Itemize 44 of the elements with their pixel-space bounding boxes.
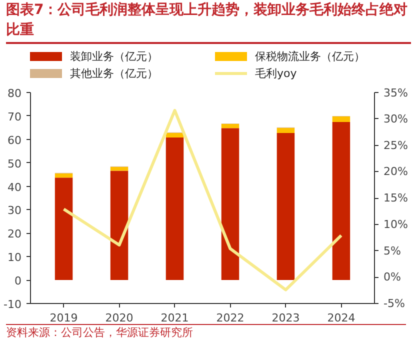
y2-tick-label: 15%	[384, 192, 408, 204]
bar	[276, 128, 295, 134]
y2-tick-label: 20%	[384, 165, 408, 178]
y2-tick-label: 30%	[384, 112, 408, 126]
y2-tick-label: -5%	[384, 297, 405, 310]
y-tick-label: 50	[8, 157, 22, 170]
y-tick-label: 0	[14, 274, 22, 288]
y-tick-label: 10	[8, 251, 22, 264]
legend-label: 其他业务（亿元）	[70, 66, 158, 82]
bar	[54, 173, 73, 178]
y2-tick-label: 5%	[384, 244, 401, 258]
bar	[54, 178, 73, 280]
bar	[166, 138, 184, 280]
y2-tick-label: 35%	[384, 86, 408, 100]
y-tick-label: 60	[8, 134, 22, 147]
y2-tick-label: 25%	[384, 138, 408, 152]
y-tick-label: 40	[8, 180, 22, 194]
x-tick-label: 2022	[216, 312, 244, 324]
text: 资料来源：公司公告，华源证券研究所	[6, 325, 193, 341]
bar	[332, 122, 350, 280]
bar	[221, 128, 240, 280]
legend-label: 毛利yoy	[255, 66, 297, 82]
bar	[110, 166, 128, 171]
x-tick-label: 2020	[105, 312, 134, 324]
y2-tick-label: 10%	[384, 218, 408, 231]
x-tick-label: 2023	[272, 312, 300, 324]
bar	[110, 170, 128, 280]
bar	[276, 133, 295, 280]
y-tick-label: 20	[8, 228, 22, 241]
legend-label: 装卸业务（亿元）	[70, 48, 158, 64]
x-tick-label: 2019	[50, 312, 78, 324]
bar	[221, 124, 240, 128]
chart-title: 图表7：公司毛利润整体呈现上升趋势，装卸业务毛利始终占绝对比重	[6, 0, 409, 40]
bar	[166, 132, 184, 138]
y-tick-label: 30	[8, 204, 22, 218]
line-series	[62, 108, 343, 292]
y2-tick-label: 0%	[384, 270, 401, 284]
x-tick-label: 2024	[327, 312, 356, 324]
y-tick-label: 70	[8, 110, 22, 124]
bar	[332, 116, 350, 122]
y-tick-label: 80	[8, 87, 22, 100]
x-tick-label: 2021	[160, 312, 189, 324]
y-tick-label: -10	[4, 298, 22, 311]
legend-label: 保税物流业务（亿元）	[255, 48, 365, 64]
